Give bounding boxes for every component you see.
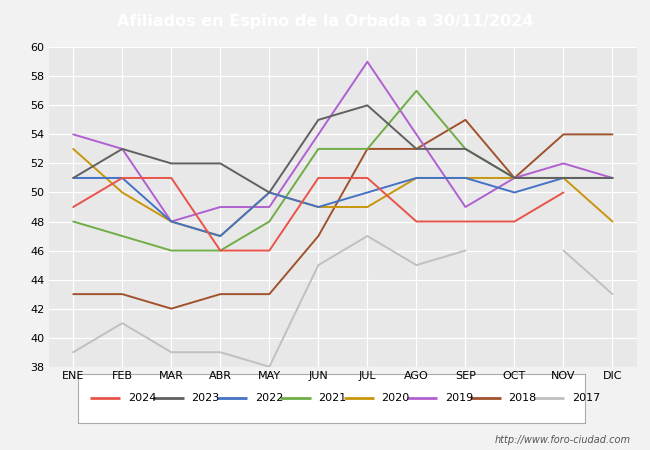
Text: http://www.foro-ciudad.com: http://www.foro-ciudad.com bbox=[495, 435, 630, 445]
Text: 2023: 2023 bbox=[192, 393, 220, 403]
Text: 2019: 2019 bbox=[445, 393, 473, 403]
Text: 2018: 2018 bbox=[508, 393, 536, 403]
Text: 2021: 2021 bbox=[318, 393, 346, 403]
Text: 2020: 2020 bbox=[382, 393, 410, 403]
Text: 2017: 2017 bbox=[572, 393, 600, 403]
Text: 2022: 2022 bbox=[255, 393, 283, 403]
Text: 2024: 2024 bbox=[128, 393, 157, 403]
Text: Afiliados en Espino de la Orbada a 30/11/2024: Afiliados en Espino de la Orbada a 30/11… bbox=[117, 14, 533, 29]
